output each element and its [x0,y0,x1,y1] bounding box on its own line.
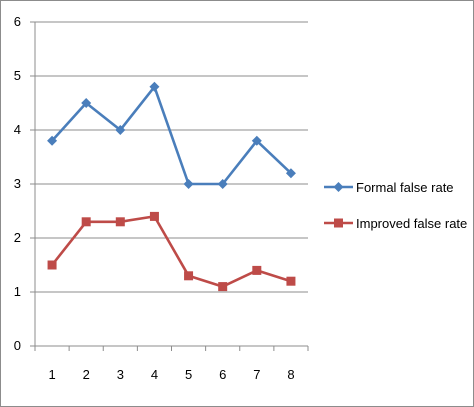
series-line [51,85,292,186]
y-tick-label: 0 [14,338,21,353]
data-point [47,260,57,270]
data-point [149,211,159,221]
data-point [81,98,92,108]
legend-item-1: Formal false rate [324,180,454,195]
x-tick-label: 4 [151,367,158,382]
legend-label: Improved false rate [356,216,467,231]
x-tick-label: 1 [48,367,55,382]
legend-label: Formal false rate [356,180,454,195]
gridlines [35,21,308,293]
y-tick-label: 3 [14,176,21,191]
data-point [47,135,58,146]
data-point [115,125,126,135]
x-tick-labels: 1 2 3 4 5 6 7 8 [48,367,294,382]
axes [30,21,309,351]
series-2 [47,211,296,292]
x-tick-label: 8 [287,367,294,382]
legend-marker [334,218,343,228]
x-tick-label: 2 [83,367,90,382]
x-tick-label: 5 [185,367,192,382]
x-tick-label: 7 [253,367,260,382]
data-point [81,217,91,227]
series-1 [47,81,296,189]
legend: Formal false rate Improved false rate [324,180,467,231]
x-tick-label: 3 [117,367,124,382]
legend-item-2: Improved false rate [324,216,467,231]
series [47,81,296,292]
data-point [251,135,262,146]
y-tick-label: 1 [14,284,21,299]
data-point [252,265,262,275]
x-tick-label: 6 [219,367,226,382]
data-point [115,217,125,227]
y-tick-label: 5 [14,68,21,83]
legend-marker [333,182,344,192]
data-point [285,168,296,179]
y-tick-label: 2 [14,230,21,245]
data-point [217,179,228,189]
data-point [149,81,160,92]
data-point [183,179,194,189]
series-line [51,215,292,288]
data-point [184,271,194,281]
y-tick-label: 6 [14,14,21,29]
y-tick-label: 4 [14,122,21,137]
data-point [218,282,228,292]
data-point [286,276,296,286]
y-tick-labels: 0 1 2 3 4 5 6 [14,14,21,353]
